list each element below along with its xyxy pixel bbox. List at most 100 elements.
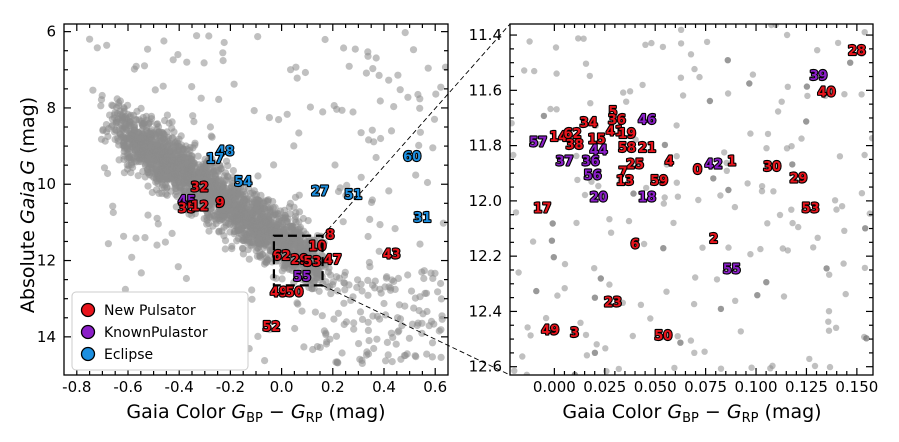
sample-point — [295, 208, 304, 216]
sample-point — [326, 335, 334, 343]
sample-point — [144, 129, 152, 138]
sample-point — [658, 333, 665, 341]
sample-point — [228, 245, 236, 253]
star-label: 53 — [801, 202, 819, 217]
sample-point — [153, 214, 161, 222]
sample-point — [277, 235, 285, 243]
sample-point — [647, 315, 654, 322]
x-tick-label: 0.025 — [583, 378, 626, 396]
star-label: 4 — [665, 155, 674, 170]
sample-point — [154, 123, 163, 131]
sample-point — [221, 237, 230, 245]
sample-point — [372, 153, 380, 162]
sample-point — [617, 179, 624, 186]
sample-point — [437, 279, 445, 288]
sample-point — [363, 348, 371, 356]
star-label: 28 — [848, 44, 866, 59]
sample-point — [717, 192, 724, 199]
sample-point — [171, 150, 179, 158]
sample-point — [597, 275, 604, 282]
sample-point — [632, 136, 639, 143]
sample-point — [699, 244, 706, 251]
star-label: 20 — [590, 191, 608, 206]
sample-point — [283, 110, 291, 118]
sample-point — [615, 365, 622, 373]
sample-point — [313, 254, 321, 262]
sample-point — [311, 308, 319, 316]
sample-point — [420, 267, 428, 275]
sample-point — [141, 160, 149, 168]
sample-point — [152, 178, 160, 186]
sample-point — [120, 139, 128, 147]
sample-point — [141, 119, 149, 127]
sample-point — [233, 237, 241, 245]
sample-point — [642, 41, 649, 48]
sample-point — [673, 153, 680, 160]
x-tick-label: -0.4 — [165, 378, 194, 396]
sample-point — [382, 311, 390, 319]
sample-point — [373, 335, 381, 343]
sample-point — [419, 310, 427, 318]
sample-point — [288, 222, 296, 231]
sample-point — [160, 37, 168, 45]
sample-point — [125, 161, 133, 169]
sample-point — [370, 138, 378, 146]
sample-point — [201, 155, 209, 163]
sample-point — [308, 285, 316, 293]
sample-point — [279, 214, 288, 222]
sample-point — [304, 217, 312, 225]
sample-point — [120, 155, 128, 163]
sample-point — [329, 281, 337, 289]
sample-point — [211, 212, 219, 220]
sample-point — [120, 105, 128, 113]
sample-point — [527, 332, 534, 339]
x-tick-label: -0.8 — [62, 378, 91, 396]
sample-point — [746, 80, 753, 87]
sample-point — [413, 321, 421, 329]
sample-point — [511, 367, 518, 374]
sample-point — [512, 209, 520, 216]
sample-point — [552, 44, 560, 51]
star-label: 19 — [618, 127, 636, 142]
legend-label: KnownPulastor — [104, 325, 208, 341]
sample-point — [398, 322, 406, 330]
sample-point — [167, 172, 175, 180]
sample-point — [229, 167, 237, 175]
sample-point — [832, 324, 840, 331]
sample-point — [580, 35, 587, 42]
sample-point — [428, 339, 437, 347]
sample-point — [154, 220, 162, 228]
sample-point — [368, 196, 376, 204]
sample-point — [789, 219, 796, 227]
sample-point — [387, 127, 396, 135]
sample-point — [309, 247, 317, 255]
sample-point — [222, 176, 230, 184]
sample-point — [526, 38, 533, 45]
sample-point — [228, 207, 236, 215]
sample-point — [190, 118, 198, 126]
sample-point — [814, 234, 821, 241]
sample-point — [209, 170, 217, 178]
sample-point — [364, 318, 372, 326]
sample-point — [183, 58, 191, 66]
sample-point — [437, 295, 445, 303]
sample-point — [275, 116, 283, 124]
sample-point — [388, 358, 396, 366]
star-label: 18 — [638, 191, 656, 206]
sample-point — [295, 129, 303, 137]
sample-point — [660, 245, 667, 252]
sample-point — [340, 299, 348, 307]
sample-point — [159, 156, 167, 165]
sample-point — [248, 286, 256, 294]
sample-point — [203, 213, 211, 221]
sample-point — [575, 35, 582, 42]
sample-point — [331, 161, 339, 169]
sample-point — [825, 327, 833, 334]
sample-point — [789, 161, 796, 168]
sample-point — [242, 218, 251, 227]
star-label: 30 — [763, 160, 781, 175]
sample-point — [373, 312, 381, 320]
sample-point — [288, 261, 296, 269]
sample-point — [109, 208, 117, 217]
